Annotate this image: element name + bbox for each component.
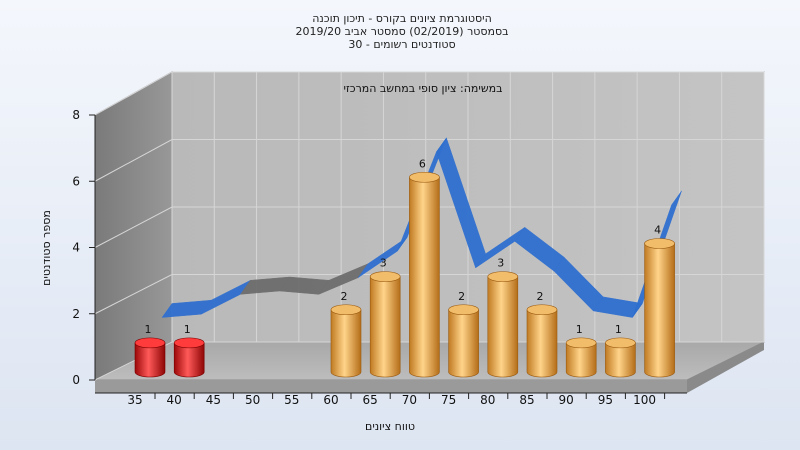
bar-body — [605, 342, 636, 378]
data-label: 3 — [380, 257, 387, 270]
y-tick-label: 2 — [72, 307, 80, 321]
data-label: 3 — [497, 257, 504, 270]
bar-top — [134, 337, 166, 349]
data-label: 2 — [537, 290, 544, 303]
bar-body — [369, 276, 401, 378]
data-label: 2 — [458, 290, 465, 303]
bar-top — [409, 171, 440, 183]
bar — [409, 171, 440, 378]
title-line-1: היסטוגרמת ציונים בקורס - תיכון תוכנה — [312, 12, 492, 25]
x-tick-label: 55 — [284, 393, 299, 407]
x-tick-label: 90 — [559, 393, 574, 407]
data-label: 1 — [184, 323, 191, 336]
title-line-3: סטודנטים רשומים - 30 — [348, 38, 455, 51]
data-label: 1 — [145, 323, 152, 336]
data-label: 6 — [419, 157, 426, 170]
x-tick-label: 60 — [323, 393, 338, 407]
bar — [330, 304, 362, 378]
y-tick-label: 8 — [72, 108, 80, 122]
bar-body — [173, 342, 205, 378]
data-label: 2 — [341, 290, 348, 303]
x-tick-label: 70 — [402, 393, 417, 407]
data-label: 1 — [576, 323, 583, 336]
floor-edge-front — [95, 380, 687, 393]
x-tick-label: 85 — [519, 393, 534, 407]
grid-lines — [94, 71, 765, 381]
bar-body — [134, 342, 166, 378]
floor-edge-right — [687, 342, 764, 393]
y-axis-title: מספר סטודנטים — [40, 210, 53, 286]
y-tick-label: 0 — [72, 373, 80, 387]
bar — [526, 304, 558, 378]
y-tick-label: 6 — [72, 174, 80, 188]
x-tick-label: 35 — [127, 393, 142, 407]
title-line-2: בסמסטר (02/2019) סמסטר אביב 2019/20 — [295, 25, 508, 38]
bar-top — [605, 337, 636, 349]
bar — [134, 337, 166, 378]
bar — [369, 271, 401, 378]
bar-body — [644, 243, 675, 378]
y-ticks: 0 2 4 6 8 — [72, 108, 95, 387]
bar-body — [448, 309, 479, 378]
bar — [644, 238, 675, 378]
chart-title: היסטוגרמת ציונים בקורס - תיכון תוכנה בסמ… — [295, 12, 508, 51]
bar-body — [487, 276, 519, 378]
bar-top — [565, 337, 597, 349]
x-axis-title: טווח ציונים — [365, 420, 415, 433]
x-tick-label: 40 — [167, 393, 182, 407]
data-label: 4 — [654, 224, 661, 237]
bar-top — [448, 304, 479, 316]
bar-body — [565, 342, 597, 378]
x-tick-label: 80 — [480, 393, 495, 407]
x-tick-label: 100 — [633, 393, 656, 407]
bar-top — [487, 271, 519, 282]
bars — [134, 171, 675, 378]
data-labels: 1 1 2 3 6 2 3 2 1 1 4 — [145, 157, 662, 336]
x-tick-label: 65 — [363, 393, 378, 407]
chart-annotation: במשימה: ציון סופי במחשב המרכזי — [343, 82, 502, 95]
bar-top — [173, 337, 205, 349]
left-wall — [94, 71, 173, 381]
bar-top — [330, 304, 362, 316]
bar-top — [644, 238, 675, 249]
bar-body — [526, 309, 558, 378]
bar — [605, 337, 636, 378]
bar — [448, 304, 479, 378]
bar — [565, 337, 597, 378]
bar-top — [369, 271, 401, 282]
bar-body — [409, 176, 440, 378]
bar — [173, 337, 205, 378]
x-tick-label: 50 — [245, 393, 260, 407]
x-tick-label: 75 — [441, 393, 456, 407]
bar — [487, 271, 519, 378]
x-tick-label: 45 — [206, 393, 221, 407]
bar-top — [526, 304, 558, 316]
y-tick-label: 4 — [72, 241, 80, 255]
x-ticks: 35 40 45 50 55 60 65 70 75 80 85 90 95 100 — [127, 393, 666, 407]
data-label: 1 — [615, 323, 622, 336]
x-tick-label: 95 — [598, 393, 613, 407]
bar-body — [330, 309, 362, 378]
